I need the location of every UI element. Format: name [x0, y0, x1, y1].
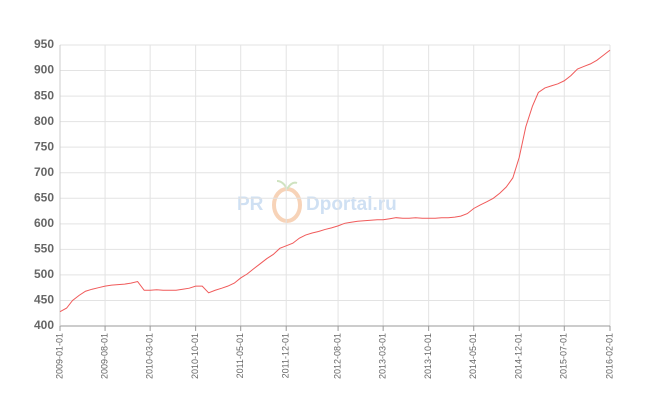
y-tick-label: 700 — [34, 165, 54, 179]
y-tick-label: 450 — [34, 293, 54, 307]
y-tick-label: 500 — [34, 267, 54, 281]
watermark-leaf — [276, 180, 298, 190]
x-tick-label: 2013-10-01 — [423, 333, 433, 379]
y-tick-label: 900 — [34, 63, 54, 77]
y-tick-label: 400 — [34, 318, 54, 332]
watermark-left: PR — [237, 194, 264, 215]
x-tick-label: 2012-08-01 — [332, 333, 342, 379]
x-tick-label: 2010-03-01 — [145, 333, 155, 379]
x-tick-label: 2014-05-01 — [468, 333, 478, 379]
y-tick-label: 800 — [34, 114, 54, 128]
watermark-right: Dportal.ru — [306, 194, 397, 215]
y-tick-label: 750 — [34, 139, 54, 153]
x-tick-label: 2015-07-01 — [559, 333, 569, 379]
x-tick-label: 2016-02-01 — [604, 333, 614, 379]
watermark: PR Dportal.ru — [237, 180, 397, 223]
y-tick-label: 950 — [34, 37, 54, 51]
y-tick-label: 600 — [34, 216, 54, 230]
y-tick-label: 850 — [34, 88, 54, 102]
y-tick-label: 650 — [34, 190, 54, 204]
line — [59, 49, 611, 313]
y-tick-label: 550 — [34, 242, 54, 256]
x-tick-label: 2014-12-01 — [514, 333, 524, 379]
x-tick-label: 2009-01-01 — [54, 333, 64, 379]
watermark-icon — [272, 187, 302, 223]
x-tick-label: 2009-08-01 — [99, 333, 109, 379]
x-tick-label: 2013-03-01 — [378, 333, 388, 379]
x-tick-label: 2010-10-01 — [190, 333, 200, 379]
x-tick-label: 2011-12-01 — [281, 333, 291, 378]
x-tick-label: 2011-05-01 — [235, 333, 245, 378]
